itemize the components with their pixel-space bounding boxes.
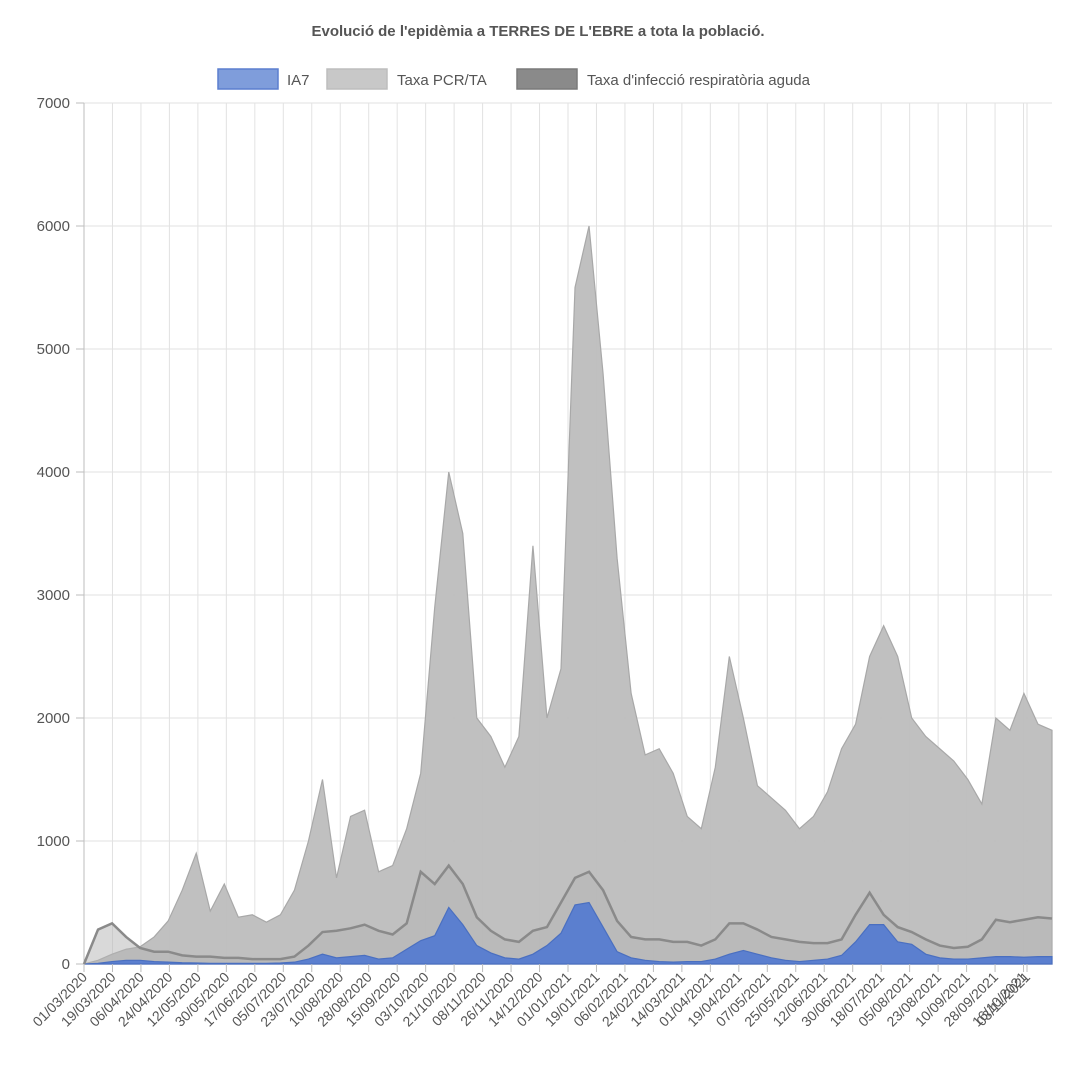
legend: IA7 Taxa PCR/TA Taxa d'infecció respirat… (217, 68, 811, 90)
series-pcr-area (83, 225, 1053, 965)
legend-label-ira: Taxa d'infecció respiratòria aguda (587, 72, 811, 89)
x-axis-ticks: 01/03/202019/03/202006/04/202024/04/2020… (29, 964, 1033, 1030)
y-tick-label: 3000 (37, 587, 70, 604)
y-tick-label: 1000 (37, 833, 70, 850)
chart-title: Evolució de l'epidèmia a TERRES DE L'EBR… (311, 23, 764, 40)
legend-swatch-ia7 (217, 68, 279, 90)
legend-item-pcr[interactable]: Taxa PCR/TA (326, 68, 487, 90)
legend-item-ira[interactable]: Taxa d'infecció respiratòria aguda (516, 68, 811, 90)
series-layer (82, 225, 1053, 965)
y-tick-label: 7000 (37, 95, 70, 112)
y-tick-label: 2000 (37, 710, 70, 727)
series-ia7-area (83, 901, 1053, 965)
legend-swatch-pcr (326, 68, 388, 90)
legend-label-ia7: IA7 (287, 72, 310, 89)
y-tick-label: 6000 (37, 218, 70, 235)
legend-item-ia7[interactable]: IA7 (217, 68, 310, 90)
y-tick-label: 5000 (37, 341, 70, 358)
series-ira-area (84, 865, 1052, 964)
legend-label-pcr: Taxa PCR/TA (397, 72, 487, 89)
y-tick-label: 0 (62, 956, 70, 973)
y-tick-label: 4000 (37, 464, 70, 481)
legend-swatch-ira (516, 68, 578, 90)
y-axis-ticks: 0 1000 2000 3000 4000 5000 6000 7000 (37, 95, 84, 973)
series-ira-line (82, 863, 1053, 965)
